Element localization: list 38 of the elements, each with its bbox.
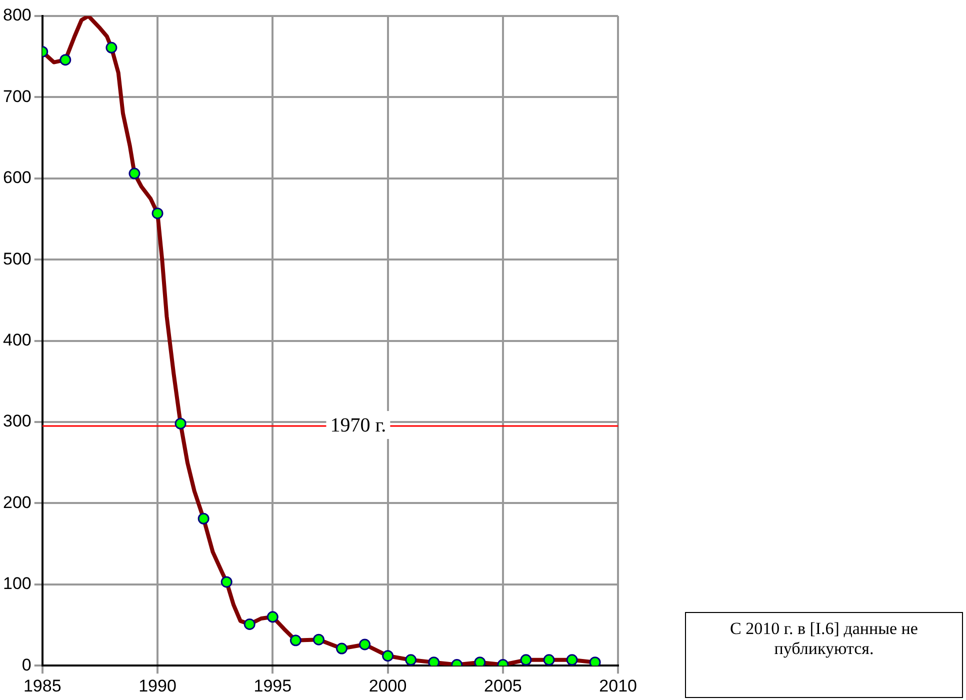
point: [312, 634, 324, 646]
point: [520, 654, 532, 666]
point: [359, 638, 371, 650]
point: [198, 512, 210, 524]
y-tick-label: 800: [2, 6, 32, 25]
y-tick-label: 0: [22, 655, 32, 674]
point: [266, 611, 278, 623]
point: [543, 654, 555, 666]
point: [174, 418, 186, 430]
text: С 2010 г. в [I.6] данные не публикуются.: [685, 612, 963, 698]
x-tick-label: 2010: [599, 676, 638, 696]
point: [60, 54, 72, 66]
point: [128, 168, 140, 180]
point: [428, 656, 440, 666]
point: [290, 634, 302, 646]
y-tick-label: 100: [2, 574, 32, 594]
point: [382, 650, 394, 662]
point: [106, 42, 118, 54]
y-tick-label: 300: [2, 412, 32, 431]
point: [336, 642, 348, 654]
x-tick-label: 2000: [368, 676, 407, 696]
y-tick-label: 700: [2, 86, 32, 106]
y-tick-label: 500: [2, 249, 32, 268]
x-tick-label: 1990: [138, 676, 176, 696]
x-tick-label: 1985: [23, 676, 62, 696]
point: [589, 656, 601, 666]
y-tick-label: 600: [2, 168, 32, 188]
point: [405, 654, 417, 666]
ref-line-label: 1970 г.: [330, 414, 386, 436]
y-tick-label: 400: [2, 330, 32, 350]
point: [474, 656, 486, 666]
point: [566, 654, 578, 666]
point: [244, 618, 256, 630]
point: [220, 576, 232, 588]
point: [152, 208, 164, 220]
x-tick-label: 1995: [254, 676, 292, 696]
y-tick-label: 200: [2, 492, 32, 512]
x-tick-label: 2005: [484, 676, 522, 696]
